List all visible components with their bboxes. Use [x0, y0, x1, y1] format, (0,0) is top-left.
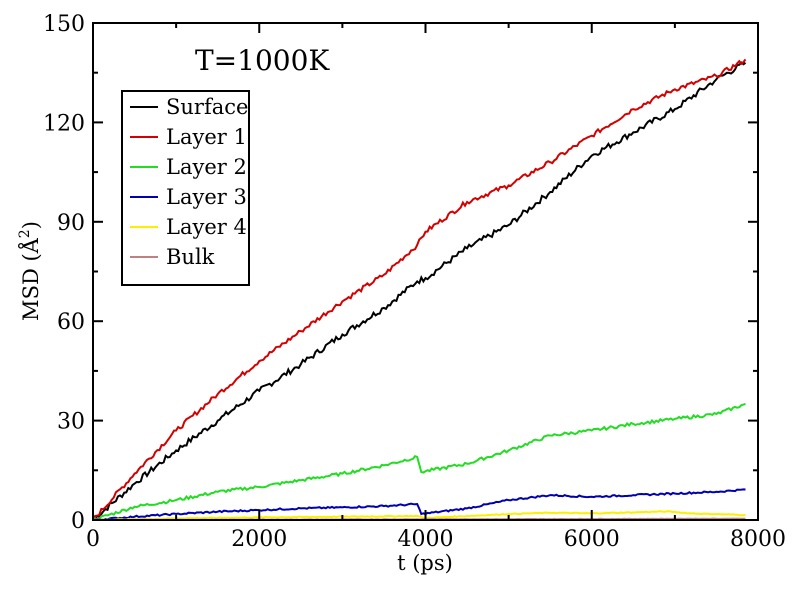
legend-label-layer-3: Layer 3: [166, 185, 247, 209]
axes-layer: 0 2000 4000 6000 8000 0 30 60 90 120 150: [43, 12, 786, 552]
series-line-layer-3: [92, 488, 746, 521]
legend-label-surface: Surface: [166, 95, 248, 119]
legend-label-layer-4: Layer 4: [166, 215, 247, 239]
y-tick-label: 0: [71, 509, 85, 534]
y-tick-label: 30: [57, 410, 85, 435]
y-tick-label: 150: [43, 12, 85, 37]
legend-box: [121, 90, 250, 286]
series-line-layer-2: [92, 403, 746, 521]
y-axis-label-sup: 2: [17, 229, 33, 238]
y-tick-label: 60: [57, 310, 85, 335]
legend: Surface Layer 1 Layer 2 Layer 3 Layer 4 Bulk: [121, 90, 250, 286]
x-tick-label: 8000: [730, 527, 786, 552]
series-line-layer-4: [93, 510, 746, 522]
y-axis-label: MSD (Å2): [17, 221, 43, 321]
legend-label-bulk: Bulk: [166, 245, 215, 269]
y-tick-label: 120: [43, 111, 85, 136]
y-tick-label: 90: [57, 211, 85, 236]
x-tick-label: 6000: [564, 527, 620, 552]
x-tick-label: 2000: [231, 527, 287, 552]
series-line-layer-1: [92, 58, 747, 521]
legend-label-layer-1: Layer 1: [166, 125, 247, 149]
series-line-surface: [92, 61, 747, 521]
x-tick-label: 0: [86, 527, 100, 552]
x-axis-label: t (ps): [397, 551, 453, 575]
x-tick-label: 4000: [398, 527, 454, 552]
y-axis-label-close: ): [19, 221, 43, 229]
y-axis-label-main: MSD (Å: [18, 237, 43, 321]
legend-label-layer-2: Layer 2: [166, 155, 247, 179]
chart-title: T=1000K: [195, 44, 330, 77]
